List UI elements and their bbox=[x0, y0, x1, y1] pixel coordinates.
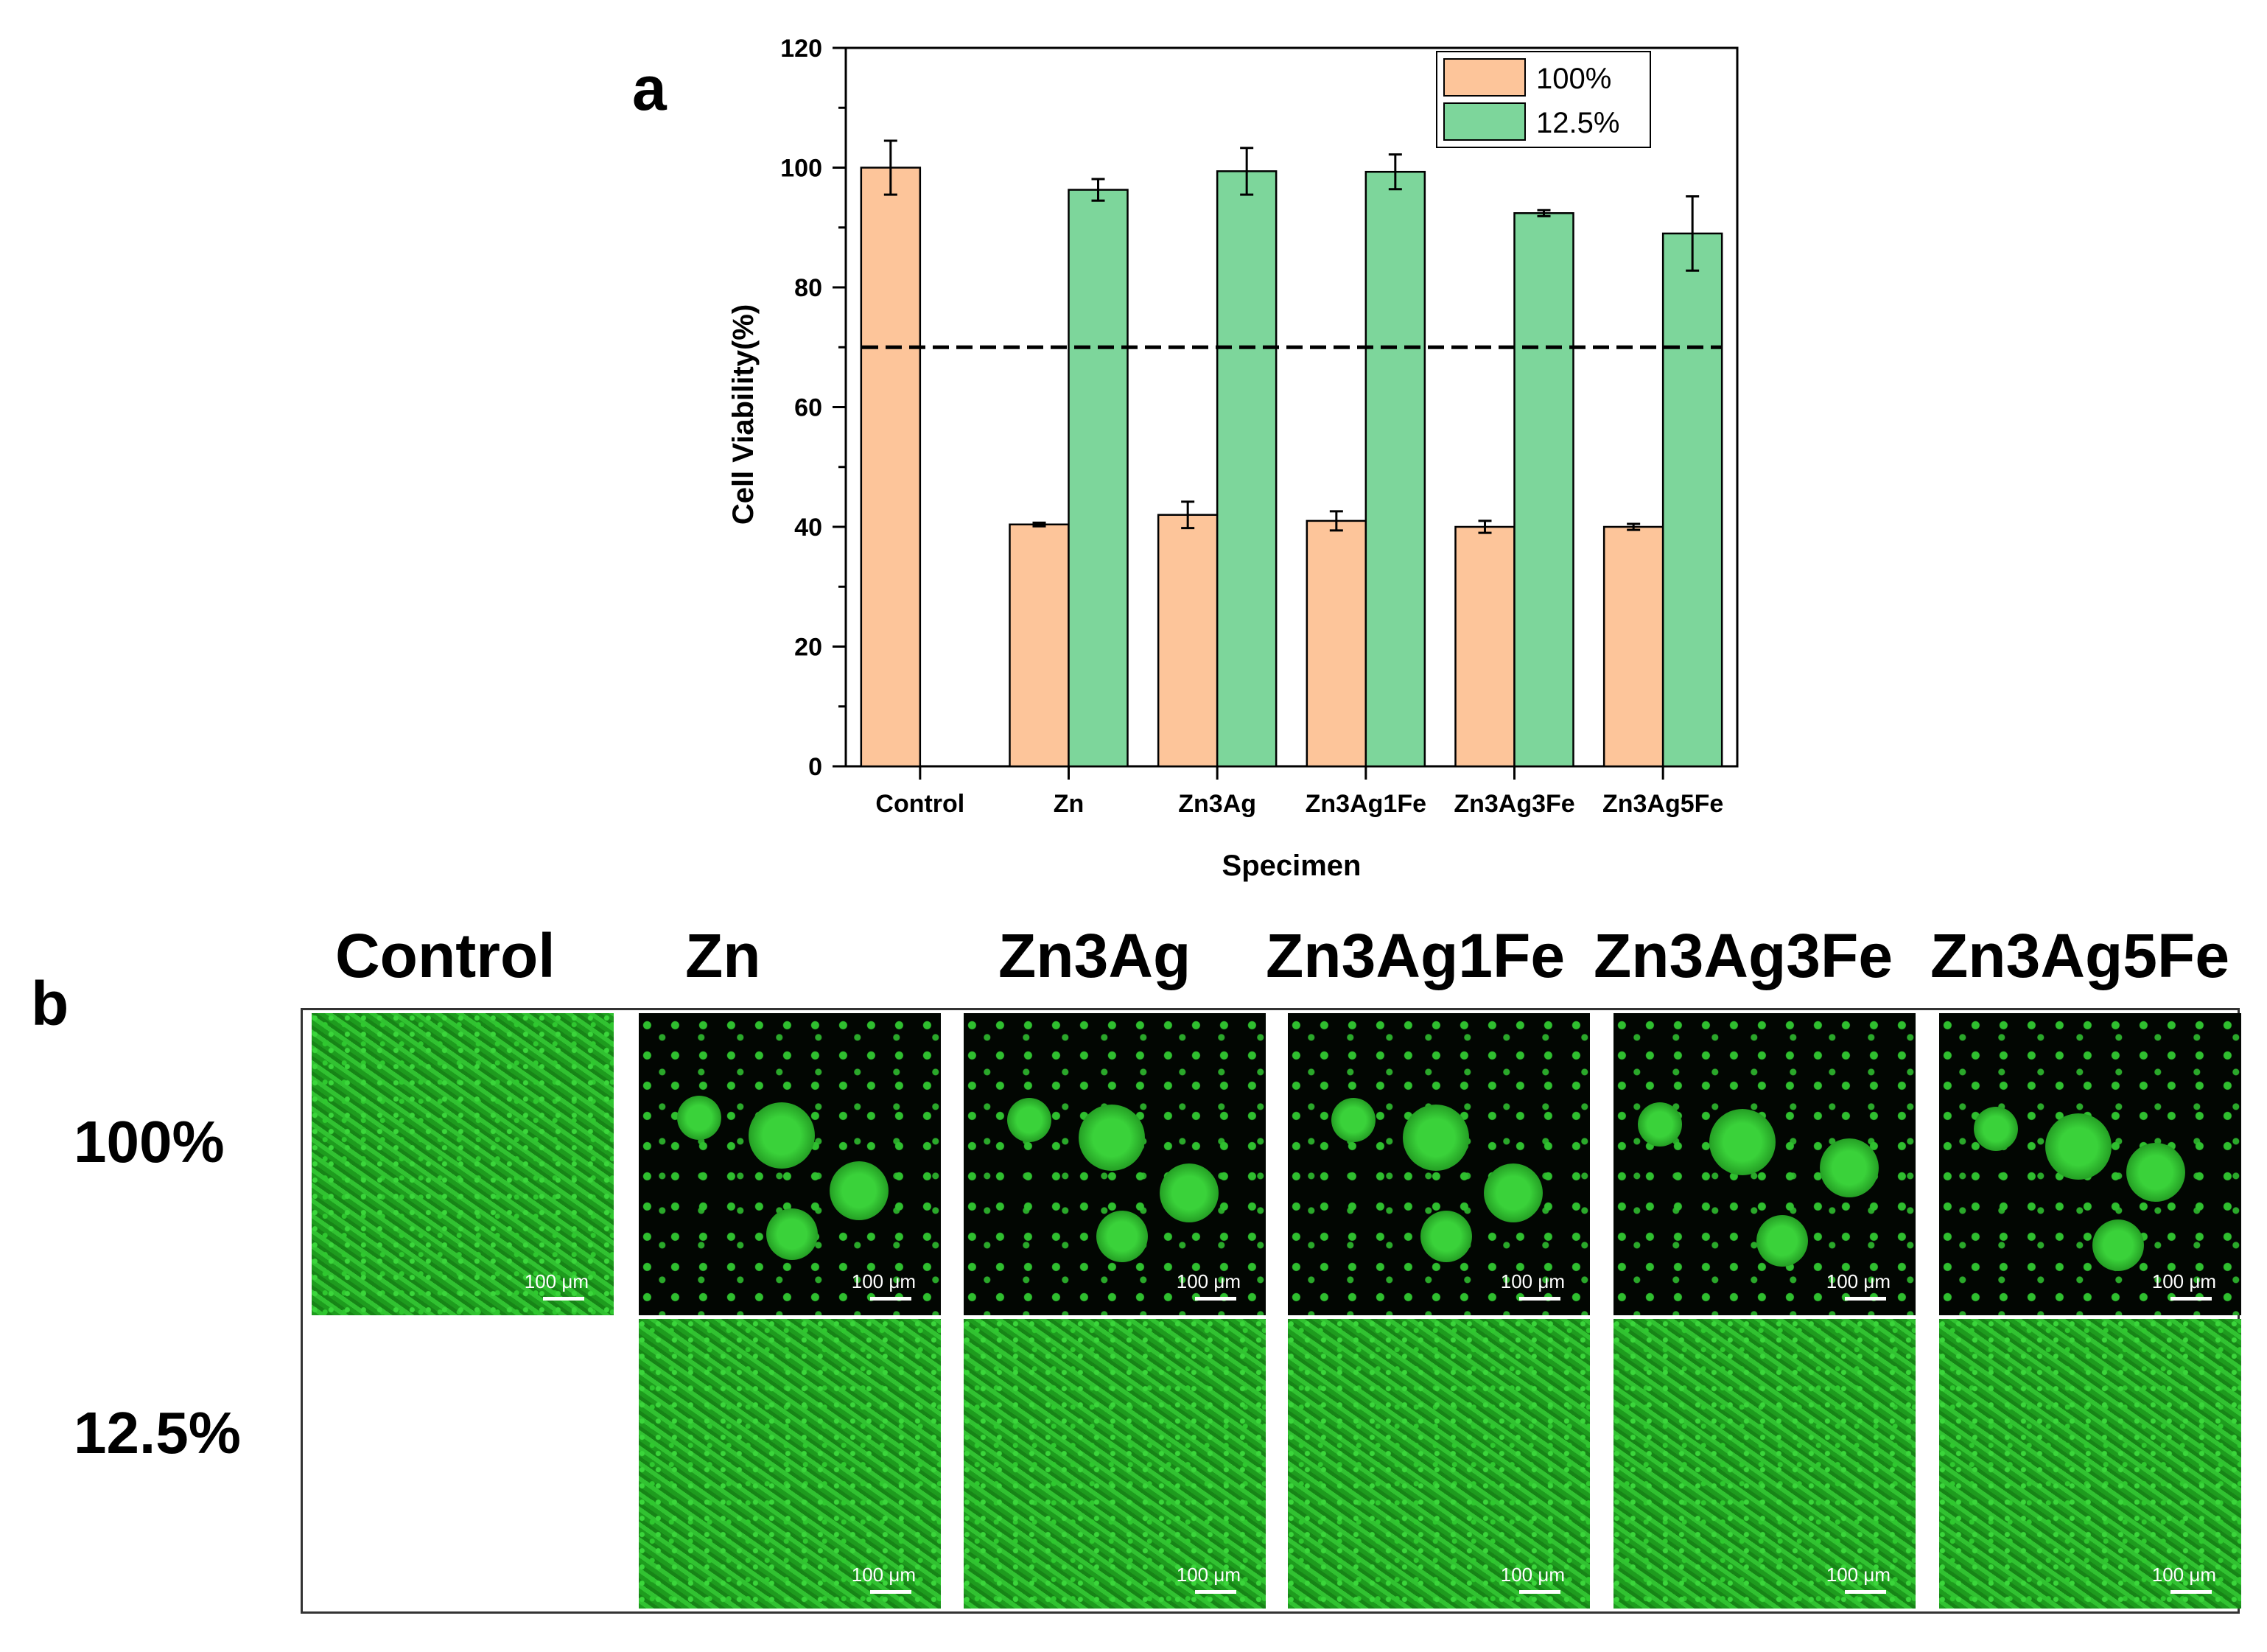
row-title-12-5: 12.5% bbox=[74, 1400, 241, 1466]
cell-cluster bbox=[1638, 1102, 1682, 1147]
bar bbox=[1216, 170, 1278, 768]
cell-cluster bbox=[1007, 1097, 1051, 1142]
bar bbox=[1364, 170, 1426, 768]
col-title-zn3ag5fe: Zn3Ag5Fe bbox=[1930, 921, 2230, 990]
cell-cluster bbox=[1159, 1163, 1219, 1222]
scale-bar bbox=[1845, 1590, 1886, 1594]
scale-bar-label: 100 μm bbox=[2151, 1564, 2216, 1586]
cell-cluster bbox=[1078, 1104, 1145, 1171]
x-tick-label: Zn3Ag5Fe bbox=[1602, 790, 1723, 818]
micrograph-grid bbox=[301, 1008, 2240, 1614]
bar bbox=[1068, 189, 1129, 768]
scale-bar-label: 100 μm bbox=[524, 1270, 589, 1292]
scale-bar-label: 100 μm bbox=[1500, 1564, 1565, 1586]
col-title-zn: Zn bbox=[685, 921, 761, 990]
panel-b-label: b bbox=[31, 969, 69, 1038]
bar bbox=[1454, 525, 1516, 768]
micrograph-100-zn3ag5fe: 100 μm bbox=[1939, 1013, 2241, 1315]
cell-cluster bbox=[1709, 1108, 1776, 1175]
legend-label: 12.5% bbox=[1536, 107, 1619, 139]
x-axis-title: Specimen bbox=[1222, 850, 1362, 882]
scale-bar bbox=[543, 1297, 584, 1301]
scale-bar bbox=[1519, 1590, 1560, 1594]
cell-cluster bbox=[677, 1095, 721, 1140]
scale-bar bbox=[2170, 1297, 2212, 1301]
cell-cluster bbox=[1483, 1163, 1543, 1222]
cell-cluster bbox=[2092, 1219, 2144, 1271]
scale-bar-label: 100 μm bbox=[1826, 1270, 1891, 1292]
bar bbox=[1157, 514, 1219, 768]
cell-cluster bbox=[1096, 1210, 1148, 1262]
col-title-zn3ag1fe: Zn3Ag1Fe bbox=[1266, 921, 1566, 990]
micrograph-100-zn3ag1fe: 100 μm bbox=[1288, 1013, 1590, 1315]
y-tick-label: 60 bbox=[794, 394, 822, 422]
bar bbox=[1661, 232, 1723, 768]
scale-bar bbox=[870, 1590, 911, 1594]
row-title-100: 100% bbox=[74, 1109, 225, 1175]
cell-cluster bbox=[2126, 1142, 2185, 1202]
col-title-control: Control bbox=[335, 921, 556, 990]
bar bbox=[1513, 212, 1574, 768]
legend-label: 100% bbox=[1536, 63, 1611, 95]
scale-bar-label: 100 μm bbox=[1500, 1270, 1565, 1292]
panel-a-label: a bbox=[632, 54, 667, 123]
y-axis-title: Cell Viability(%) bbox=[727, 304, 760, 525]
x-tick-label: Zn3Ag bbox=[1178, 790, 1256, 818]
scale-bar-label: 100 μm bbox=[851, 1564, 916, 1586]
bar bbox=[1009, 523, 1070, 768]
scale-bar-label: 100 μm bbox=[2151, 1270, 2216, 1292]
micrograph-100-zn3ag: 100 μm bbox=[964, 1013, 1266, 1315]
cell-cluster bbox=[748, 1102, 815, 1169]
micrograph-12-5-zn3ag: 100 μm bbox=[964, 1319, 1266, 1609]
bar bbox=[1602, 525, 1664, 768]
scale-bar bbox=[1845, 1297, 1886, 1301]
scale-bar bbox=[1195, 1297, 1236, 1301]
y-tick-label: 40 bbox=[794, 514, 822, 542]
scale-bar bbox=[870, 1297, 911, 1301]
x-tick-label: Zn3Ag1Fe bbox=[1306, 790, 1426, 818]
y-tick-label: 100 bbox=[780, 155, 822, 183]
cell-cluster bbox=[1420, 1210, 1472, 1262]
bar bbox=[860, 167, 922, 768]
legend-swatch bbox=[1443, 102, 1526, 141]
legend-swatch bbox=[1443, 58, 1526, 97]
micrograph-12-5-zn3ag5fe: 100 μm bbox=[1939, 1319, 2241, 1609]
col-title-zn3ag3fe: Zn3Ag3Fe bbox=[1594, 921, 1893, 990]
micrograph-12-5-zn3ag3fe: 100 μm bbox=[1613, 1319, 1916, 1609]
micrograph-12-5-zn3ag1fe: 100 μm bbox=[1288, 1319, 1590, 1609]
scale-bar-label: 100 μm bbox=[1176, 1270, 1241, 1292]
cell-cluster bbox=[765, 1208, 818, 1260]
y-tick-label: 20 bbox=[794, 634, 822, 662]
cell-cluster bbox=[1331, 1097, 1376, 1142]
scale-bar-label: 100 μm bbox=[851, 1270, 916, 1292]
cell-cluster bbox=[829, 1161, 889, 1220]
x-tick-label: Zn bbox=[1054, 790, 1085, 818]
bar bbox=[1306, 519, 1367, 768]
micrograph-100-control: 100 μm bbox=[312, 1013, 614, 1315]
y-tick-label: 120 bbox=[780, 35, 822, 63]
scale-bar bbox=[1519, 1297, 1560, 1301]
x-tick-label: Zn3Ag3Fe bbox=[1454, 790, 1574, 818]
scale-bar bbox=[2170, 1590, 2212, 1594]
scale-bar-label: 100 μm bbox=[1826, 1564, 1891, 1586]
cell-cluster bbox=[1974, 1106, 2018, 1151]
micrograph-100-zn3ag3fe: 100 μm bbox=[1613, 1013, 1916, 1315]
scale-bar-label: 100 μm bbox=[1176, 1564, 1241, 1586]
viability-bar-chart: 0 20 40 60 80 100 120 Control Zn Zn3Ag Zn3Ag1Fe Zn3… bbox=[727, 35, 1739, 882]
cell-cluster bbox=[1819, 1138, 1879, 1197]
cell-cluster bbox=[1756, 1214, 1808, 1267]
cell-cluster bbox=[2044, 1113, 2112, 1180]
cell-cluster bbox=[1402, 1104, 1469, 1171]
scale-bar bbox=[1195, 1590, 1236, 1594]
y-tick-label: 0 bbox=[808, 753, 822, 781]
col-title-zn3ag: Zn3Ag bbox=[998, 921, 1191, 990]
x-tick-label: Control bbox=[875, 790, 964, 818]
micrograph-100-zn: 100 μm bbox=[639, 1013, 941, 1315]
micrograph-12-5-zn: 100 μm bbox=[639, 1319, 941, 1609]
y-tick-label: 80 bbox=[794, 274, 822, 302]
